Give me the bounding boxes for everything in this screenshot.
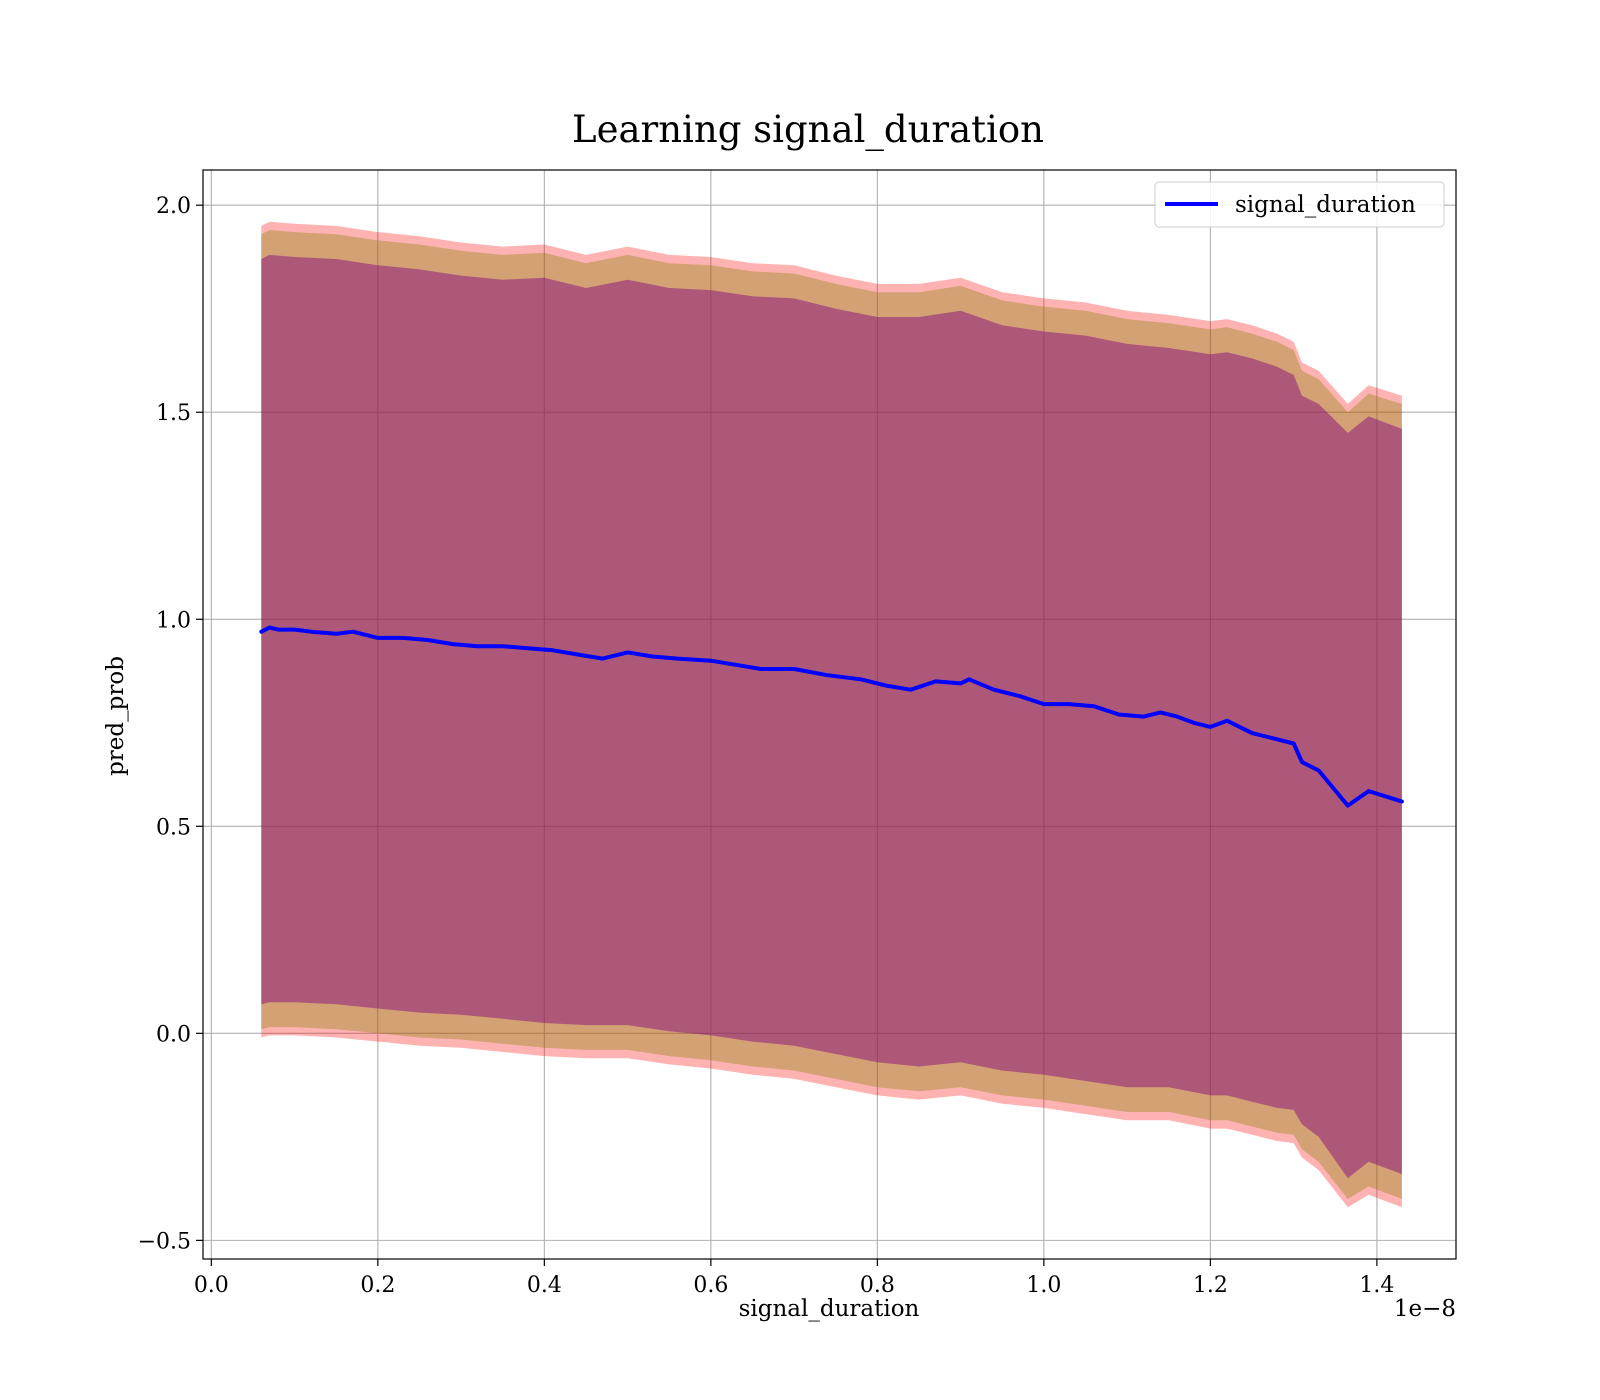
plot-frame [202, 169, 1457, 1260]
y-tick-label: 1.0 [156, 608, 191, 633]
y-tick-label: 0.5 [156, 815, 191, 840]
confidence-band [261, 254, 1402, 1179]
series-lines [259, 625, 1404, 808]
x-axis-ticks: 0.0 0.2 0.4 0.6 0.8 1.0 1.2 1.4 [194, 1259, 1394, 1298]
chart-title: Learning signal_duration [572, 108, 1044, 152]
x-tick-label: 1.4 [1359, 1273, 1394, 1298]
y-tick-label: −0.5 [138, 1229, 191, 1254]
x-axis-label: signal_duration [739, 1296, 920, 1322]
legend-label: signal_duration [1235, 192, 1416, 218]
legend: signal_duration [1154, 181, 1445, 228]
confidence-band [261, 230, 1402, 1199]
y-axis-label: pred_prob [103, 656, 129, 776]
confidence-band [261, 221, 1402, 1208]
x-tick-label: 1.0 [1026, 1273, 1061, 1298]
x-tick-label: 0.0 [194, 1273, 229, 1298]
y-tick-label: 0.0 [156, 1022, 191, 1047]
x-axis-offset-text: 1e−8 [1394, 1296, 1456, 1322]
legend-box [1154, 181, 1445, 228]
y-tick-label: 2.0 [156, 194, 191, 219]
x-tick-label: 0.4 [527, 1273, 562, 1298]
x-tick-label: 0.2 [360, 1273, 395, 1298]
confidence-bands [261, 221, 1402, 1208]
x-tick-label: 1.2 [1193, 1273, 1228, 1298]
y-tick-label: 1.5 [156, 401, 191, 426]
series-line [259, 625, 1404, 808]
x-tick-label: 0.8 [860, 1273, 895, 1298]
y-axis-ticks: −0.5 0.0 0.5 1.0 1.5 2.0 [138, 194, 203, 1254]
x-tick-label: 0.6 [693, 1273, 728, 1298]
